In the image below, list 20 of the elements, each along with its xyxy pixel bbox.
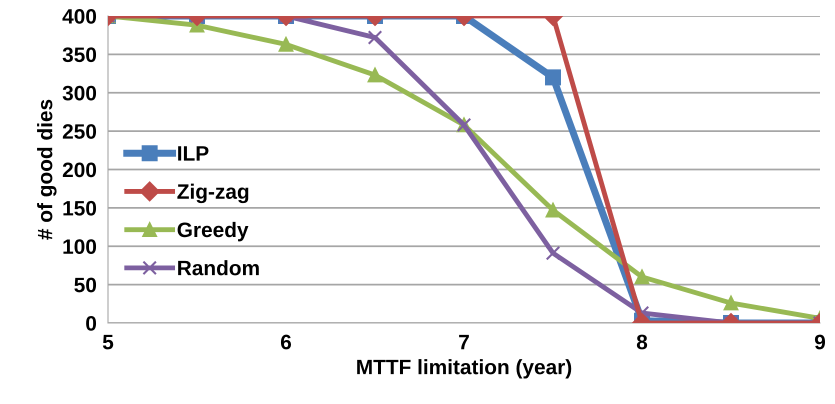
x-axis-title: MTTF limitation (year): [357, 359, 572, 379]
y-tick-label: 0: [86, 316, 96, 331]
x-tick-label: 8: [636, 334, 648, 350]
y-tick-label: 250: [62, 124, 96, 139]
legend-label: Random: [178, 260, 259, 276]
y-tick-label: 400: [62, 9, 96, 24]
x-tick-label: 7: [459, 334, 469, 350]
legend-label: ILP: [178, 146, 208, 161]
y-tick-label: 300: [62, 86, 96, 101]
y-tick-label: 200: [62, 162, 96, 178]
legend-label: Zig-zag: [177, 184, 248, 204]
legend-label: Greedy: [178, 222, 248, 242]
x-tick-label: 6: [280, 334, 292, 350]
y-tick-label: 350: [62, 47, 96, 62]
x-tick-label: 5: [102, 334, 114, 350]
x-tick-label: 9: [814, 334, 826, 350]
y-axis-title: # of good dies: [37, 100, 57, 240]
y-tick-label: 150: [63, 200, 96, 216]
y-tick-label: 100: [63, 239, 96, 254]
y-tick-label: 50: [74, 278, 96, 292]
